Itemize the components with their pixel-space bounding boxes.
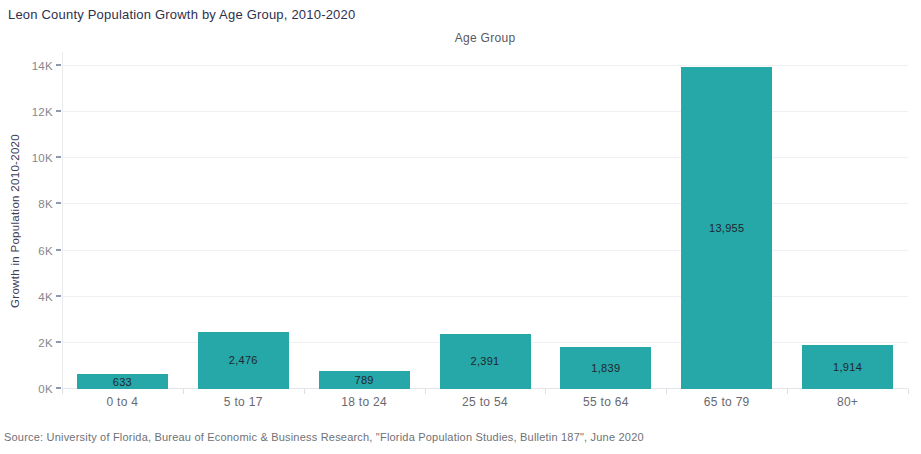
gridline: [62, 65, 908, 66]
bar-value-label: 789: [355, 374, 374, 386]
bar-5-to-17[interactable]: 2,476: [198, 332, 289, 389]
y-tick-label: 6K: [38, 245, 53, 257]
y-tick-mark: [56, 249, 61, 251]
x-tick-mark: [304, 389, 305, 394]
bar-value-label: 2,391: [470, 355, 499, 367]
x-tick-mark: [908, 389, 909, 394]
bar-value-label: 1,839: [591, 362, 620, 374]
bar-value-label: 2,476: [229, 354, 258, 366]
bar-value-label: 13,955: [709, 222, 744, 234]
gridline: [62, 203, 908, 204]
bar-18-to-24[interactable]: 789: [319, 371, 410, 389]
y-tick-label: 4K: [38, 291, 53, 303]
bar-65-to-79[interactable]: 13,955: [681, 67, 772, 389]
x-category-label-25-to-54: 25 to 54: [425, 395, 546, 409]
y-tick-mark: [56, 202, 61, 204]
x-tick-mark: [425, 389, 426, 394]
gridline: [62, 157, 908, 158]
bar-value-label: 633: [113, 376, 132, 388]
x-tick-mark: [62, 389, 63, 394]
y-tick-mark: [56, 295, 61, 297]
y-axis-line: [62, 52, 63, 389]
y-tick-mark: [56, 110, 61, 112]
x-axis: 0 to 45 to 1718 to 2425 to 5455 to 6465 …: [62, 389, 908, 411]
y-tick-label: 0K: [38, 383, 53, 395]
x-category-label-80: 80+: [787, 395, 908, 409]
chart-title: Leon County Population Growth by Age Gro…: [8, 7, 355, 22]
x-tick-mark: [787, 389, 788, 394]
bar-80[interactable]: 1,914: [802, 345, 893, 389]
y-tick-mark: [56, 156, 61, 158]
gridline: [62, 296, 908, 297]
y-tick-label: 12K: [32, 106, 53, 118]
y-axis: 0K2K4K6K8K10K12K14K: [0, 52, 62, 389]
x-category-label-5-to-17: 5 to 17: [183, 395, 304, 409]
bar-0-to-4[interactable]: 633: [77, 374, 168, 389]
x-category-label-55-to-64: 55 to 64: [545, 395, 666, 409]
y-tick-mark: [56, 387, 61, 389]
x-tick-mark: [545, 389, 546, 394]
y-tick-label: 14K: [32, 60, 53, 72]
y-tick-label: 2K: [38, 337, 53, 349]
bar-value-label: 1,914: [833, 361, 862, 373]
x-category-label-18-to-24: 18 to 24: [304, 395, 425, 409]
x-category-label-65-to-79: 65 to 79: [666, 395, 787, 409]
plot-area: 633 2,476 789 2,391 1,839 13,955 1,914: [62, 52, 908, 389]
bar-55-to-64[interactable]: 1,839: [560, 347, 651, 389]
gridline: [62, 250, 908, 251]
x-tick-mark: [183, 389, 184, 394]
page: { "title": "Leon County Population Growt…: [0, 0, 921, 454]
gridline: [62, 111, 908, 112]
y-tick-mark: [56, 64, 61, 66]
y-tick-label: 8K: [38, 198, 53, 210]
source-caption: Source: University of Florida, Bureau of…: [4, 431, 644, 443]
column-header-age-group: Age Group: [62, 31, 908, 45]
bar-25-to-54[interactable]: 2,391: [440, 334, 531, 389]
x-tick-mark: [666, 389, 667, 394]
x-category-label-0-to-4: 0 to 4: [62, 395, 183, 409]
y-tick-label: 10K: [32, 152, 53, 164]
y-tick-mark: [56, 341, 61, 343]
